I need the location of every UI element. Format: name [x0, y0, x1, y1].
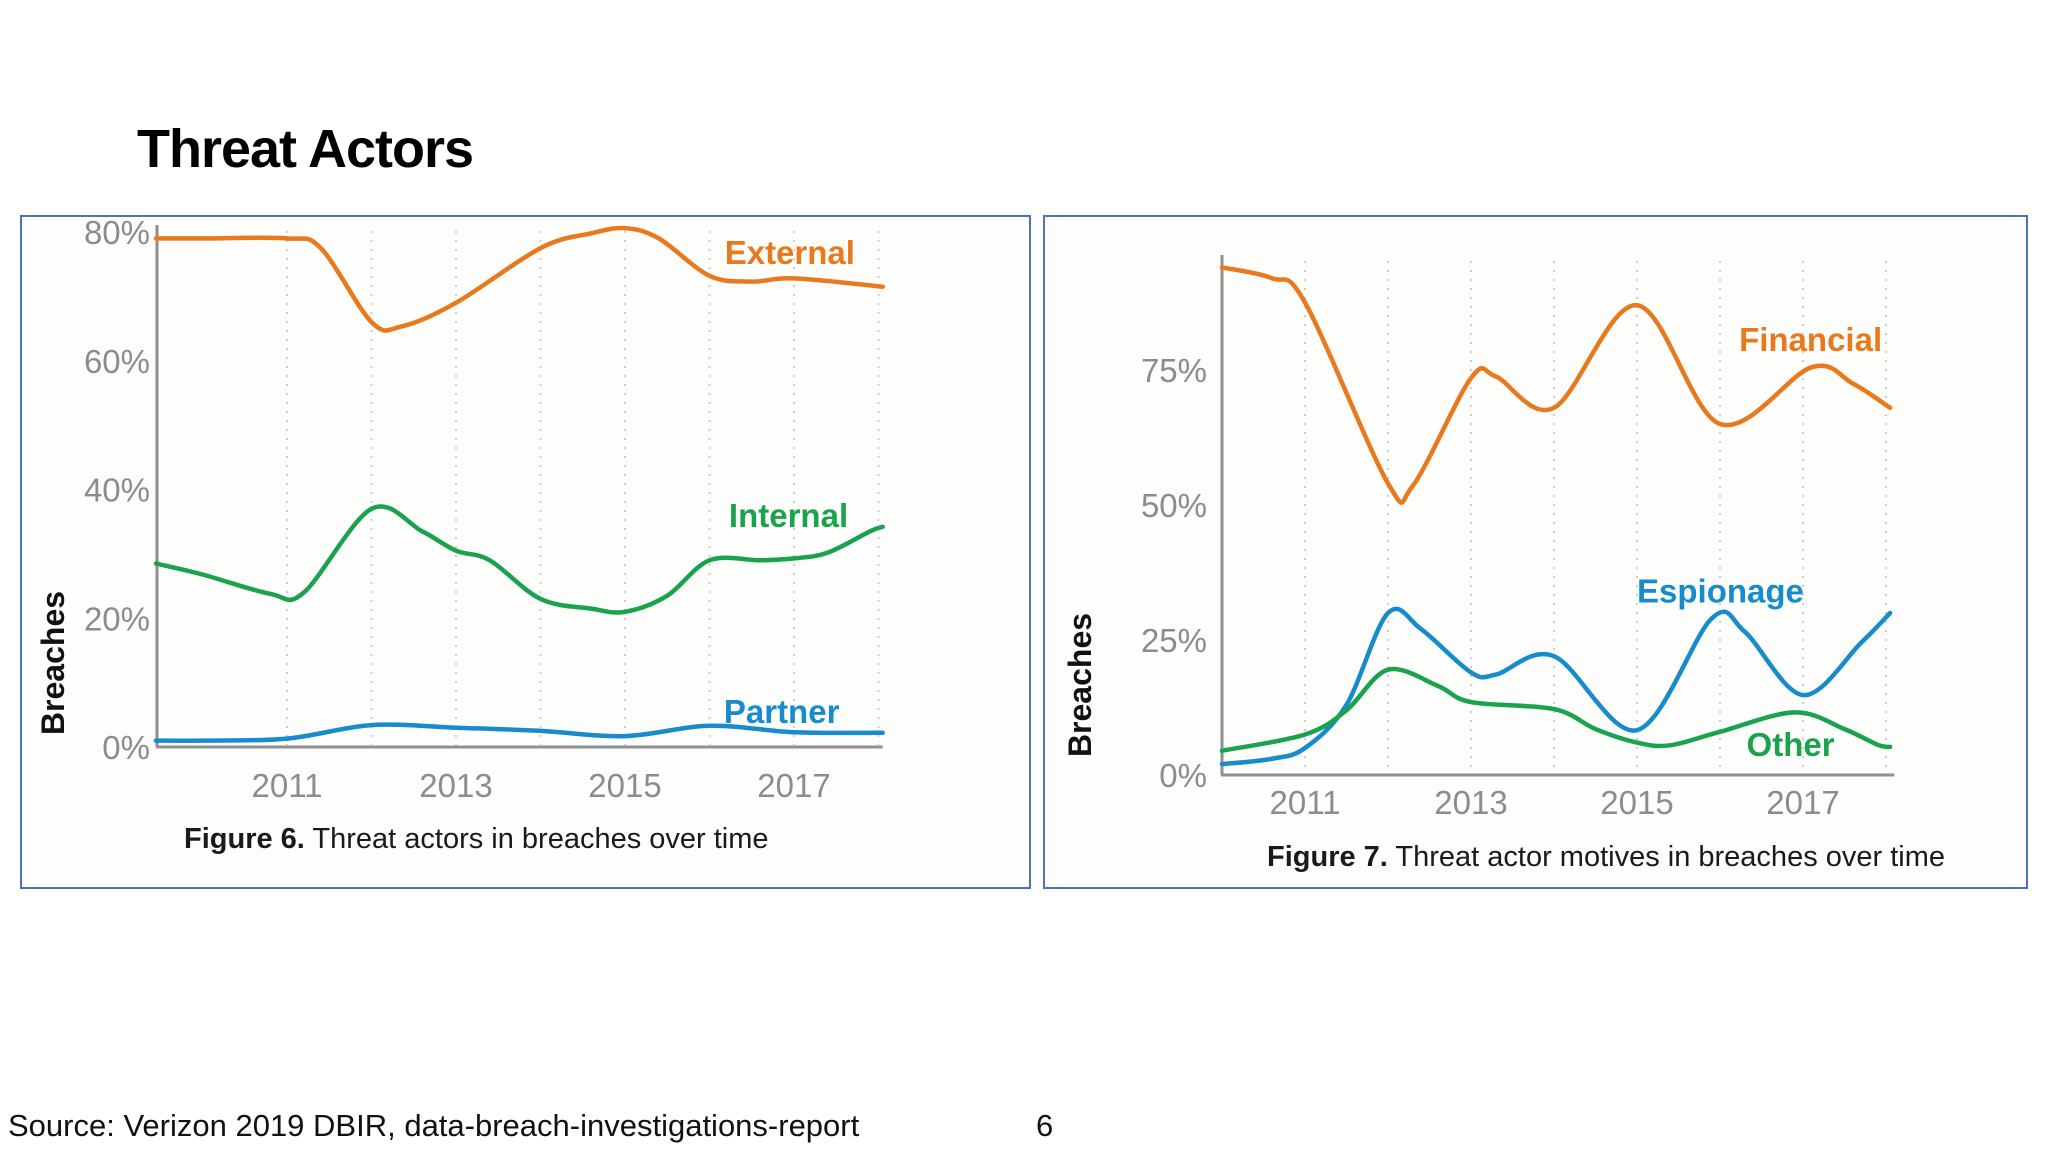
series-label-external: External [725, 234, 855, 271]
series-label-internal: Internal [729, 497, 848, 534]
series-line-internal [153, 504, 885, 615]
figure7-card: 0% 25% 50% 75% 2011 2013 2015 2017 Breaches Finan… [1043, 215, 2028, 889]
y-axis-title: Breaches [1062, 613, 1098, 757]
figure7-caption-label: Figure 7. [1267, 841, 1388, 873]
x-tick-label: 2017 [757, 767, 830, 804]
series-line-external [153, 225, 885, 333]
y-tick-label: 25% [1141, 622, 1207, 659]
series-line-espionage [1219, 606, 1893, 767]
figure7-chart: 0% 25% 50% 75% 2011 2013 2015 2017 Breaches Finan… [1062, 255, 1895, 821]
y-tick-label: 60% [84, 343, 150, 380]
series-label-espionage: Espionage [1637, 573, 1804, 610]
y-tick-label: 0% [1159, 757, 1207, 794]
slide-title: Threat Actors [137, 119, 474, 180]
figure7-caption-text: Threat actor motives in breaches over ti… [1387, 841, 1946, 873]
figure6-chart: 0% 20% 40% 60% 80% 2011 2013 2015 2017 Breaches Ex… [35, 217, 885, 804]
figure6-caption-text: Threat actors in breaches over time [304, 823, 769, 855]
y-tick-label: 80% [84, 217, 150, 251]
series-label-partner: Partner [724, 693, 840, 730]
figure6-card: 0% 20% 40% 60% 80% 2011 2013 2015 2017 Breaches Ex… [20, 215, 1031, 889]
y-axis-title: Breaches [35, 591, 71, 735]
x-tick-label: 2011 [252, 767, 323, 804]
x-tick-label: 2017 [1766, 784, 1839, 821]
figure7-caption: Figure 7. Threat actor motives in breach… [1267, 841, 1945, 874]
source-line: Source: Verizon 2019 DBIR, data-breach-i… [8, 1108, 860, 1143]
figure6-caption: Figure 6. Threat actors in breaches over… [184, 823, 769, 856]
page-number: 6 [1036, 1108, 1054, 1143]
y-tick-label: 20% [84, 600, 150, 637]
y-tick-label: 40% [84, 472, 150, 509]
series-label-financial: Financial [1739, 321, 1882, 358]
x-tick-label: 2011 [1270, 784, 1341, 821]
x-tick-label: 2015 [1600, 784, 1673, 821]
y-tick-label: 0% [102, 729, 150, 766]
series-line-financial [1219, 265, 1893, 505]
figure6-caption-label: Figure 6. [184, 823, 305, 855]
x-tick-label: 2015 [588, 767, 661, 804]
x-tick-label: 2013 [419, 767, 492, 804]
y-tick-label: 50% [1141, 487, 1207, 524]
series-label-other: Other [1747, 726, 1835, 763]
series-line-other [1219, 666, 1893, 753]
y-tick-label: 75% [1141, 352, 1207, 389]
x-tick-label: 2013 [1434, 784, 1507, 821]
series-line-partner [153, 722, 885, 743]
